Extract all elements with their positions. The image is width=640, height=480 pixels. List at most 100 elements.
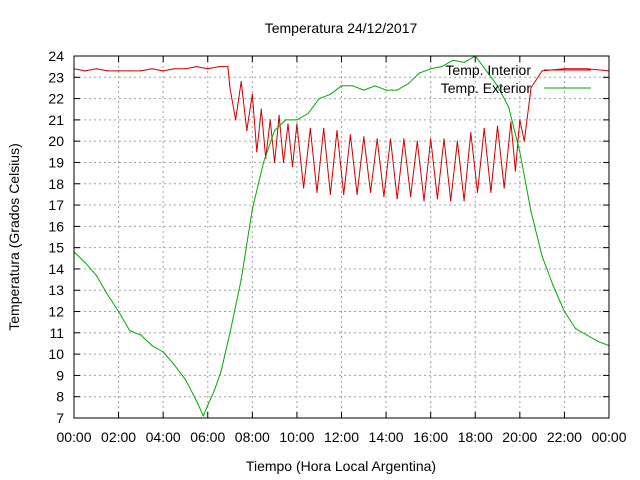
data-point-interior — [541, 70, 543, 72]
data-point-exterior — [463, 61, 465, 64]
data-point-interior — [260, 108, 262, 110]
data-point-interior — [416, 140, 418, 142]
y-tick-label: 13 — [48, 282, 64, 298]
y-tick-label: 24 — [48, 48, 64, 64]
y-axis-label: Temperatura (Grados Celsius) — [6, 143, 22, 331]
data-point-interior — [218, 66, 220, 68]
x-tick-label: 06:00 — [190, 429, 225, 445]
data-point-interior — [274, 161, 276, 164]
data-point-interior — [323, 127, 325, 129]
data-point-interior — [184, 68, 187, 70]
data-point-exterior — [285, 119, 287, 121]
data-point-interior — [483, 127, 485, 129]
series-lines — [73, 55, 610, 417]
data-point-interior — [118, 70, 120, 72]
data-point-interior — [396, 198, 398, 200]
axis-ticks: 00:00 02:00 04:00 06:00 08:00 10:00 12:00 14:00… — [48, 48, 626, 445]
data-point-interior — [586, 68, 588, 70]
y-tick-label: 11 — [49, 325, 64, 341]
y-tick-label: 9 — [56, 367, 64, 383]
data-point-exterior — [202, 415, 204, 417]
data-point-exterior — [552, 285, 554, 287]
data-point-exterior — [220, 370, 222, 372]
data-point-exterior — [363, 89, 365, 91]
data-point-interior — [476, 191, 479, 193]
data-point-exterior — [129, 330, 131, 332]
y-tick-label: 20 — [48, 133, 64, 149]
data-point-interior — [423, 200, 425, 202]
data-point-exterior — [452, 59, 454, 61]
data-point-interior — [269, 119, 271, 121]
data-point-interior — [383, 195, 385, 198]
x-tick-label: 02:00 — [101, 429, 136, 445]
data-point-exterior — [530, 210, 532, 212]
data-point-interior — [389, 138, 392, 140]
y-tick-label: 7 — [56, 410, 64, 426]
data-point-exterior — [262, 161, 265, 164]
data-point-interior — [456, 140, 458, 142]
data-point-interior — [514, 170, 517, 172]
legend-label-interior: Temp. Interior — [445, 62, 531, 78]
x-tick-label: 08:00 — [235, 429, 270, 445]
chart-title: Temperatura 24/12/2017 — [265, 20, 418, 36]
y-tick-label: 17 — [48, 197, 64, 213]
y-tick-label: 18 — [48, 176, 64, 192]
data-point-interior — [519, 119, 521, 121]
data-point-interior — [490, 191, 492, 193]
data-point-exterior — [541, 255, 543, 257]
y-tick-label: 19 — [48, 154, 64, 170]
legend-label-exterior: Temp. Exterior — [441, 80, 532, 96]
x-tick-label: 10:00 — [279, 429, 314, 445]
data-point-interior — [207, 68, 209, 70]
data-point-interior — [235, 119, 237, 121]
data-point-interior — [240, 81, 242, 83]
data-point-interior — [430, 138, 432, 140]
data-point-interior — [470, 132, 472, 134]
series-line-interior — [73, 66, 610, 202]
x-tick-label: 18:00 — [458, 429, 493, 445]
y-tick-label: 16 — [48, 218, 64, 234]
y-tick-label: 23 — [48, 69, 64, 85]
data-point-interior — [227, 66, 229, 68]
data-point-interior — [349, 134, 351, 136]
y-tick-label: 14 — [48, 261, 64, 277]
x-tick-label: 22:00 — [547, 429, 582, 445]
x-tick-label: 04:00 — [146, 429, 181, 445]
data-point-interior — [246, 129, 248, 132]
plot-frame — [73, 55, 610, 419]
data-point-exterior — [140, 334, 142, 336]
data-point-exterior — [251, 208, 253, 210]
data-point-interior — [303, 187, 305, 189]
data-point-interior — [369, 191, 372, 193]
data-point-interior — [291, 166, 294, 168]
y-tick-label: 10 — [48, 346, 64, 362]
x-tick-label: 20:00 — [502, 429, 537, 445]
data-point-exterior — [396, 89, 398, 91]
data-point-interior — [278, 115, 280, 117]
data-point-exterior — [508, 106, 510, 108]
data-point-exterior — [597, 340, 599, 342]
y-tick-label: 21 — [48, 112, 64, 128]
data-point-interior — [256, 151, 258, 153]
data-point-interior — [523, 140, 525, 142]
data-point-interior — [173, 68, 175, 70]
data-point-interior — [229, 87, 231, 89]
data-point-exterior — [352, 85, 354, 87]
y-tick-label: 8 — [56, 389, 64, 405]
data-point-interior — [436, 198, 438, 200]
data-point-exterior — [441, 66, 443, 68]
data-point-exterior — [151, 345, 153, 347]
x-tick-label: 14:00 — [369, 429, 404, 445]
data-point-exterior — [240, 279, 242, 281]
data-point-exterior — [196, 400, 198, 402]
data-point-interior — [287, 123, 289, 125]
data-point-interior — [496, 125, 499, 127]
legend: Temp. Interior Temp. Exterior — [441, 62, 591, 96]
data-point-exterior — [407, 83, 409, 85]
data-point-exterior — [95, 274, 97, 276]
x-tick-label: 12:00 — [324, 429, 359, 445]
data-point-exterior — [229, 332, 231, 334]
x-tick-label: 00:00 — [591, 429, 626, 445]
data-point-interior — [129, 70, 131, 72]
